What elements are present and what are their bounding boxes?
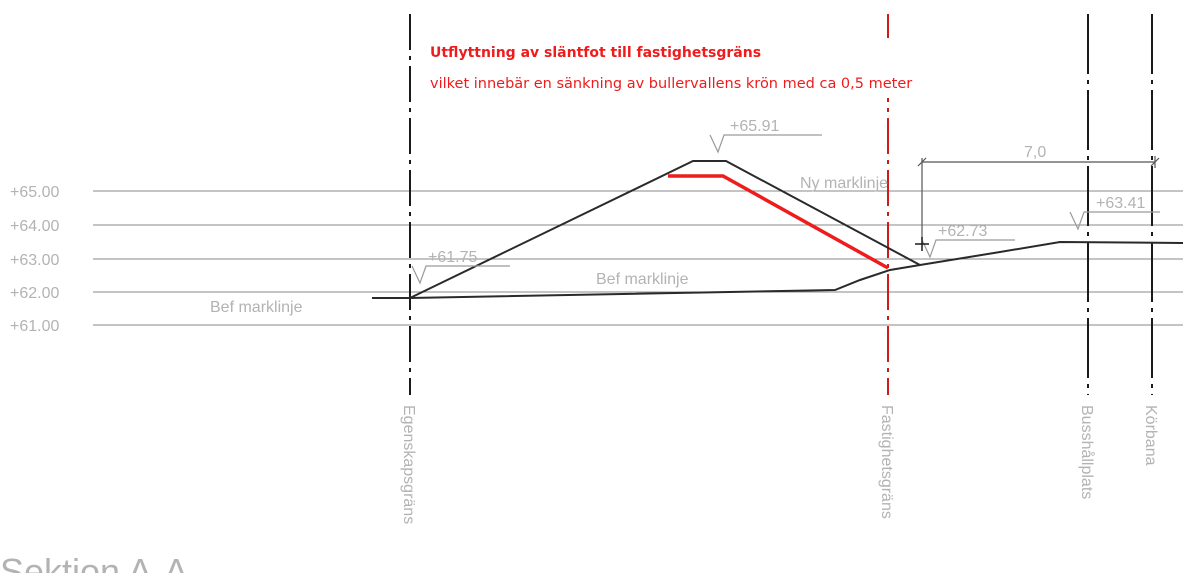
korbana-label: Körbana — [1142, 405, 1159, 466]
toe-right-marker — [921, 239, 1015, 259]
egenskapsgrans-label: Egenskapsgräns — [400, 405, 417, 524]
elevation-crest: +65.91 — [730, 118, 779, 135]
level-label-62: +62.00 — [10, 285, 59, 302]
level-lines — [93, 190, 1183, 326]
busshallplats-label: Busshållplats — [1078, 405, 1096, 499]
level-label-65: +65.00 — [10, 184, 59, 201]
dimension-label: 7,0 — [1024, 144, 1046, 161]
crest-marker — [709, 134, 822, 154]
section-title: Sektion A-A — [0, 551, 188, 573]
dimension-line — [917, 156, 1160, 240]
level-label-64: +64.00 — [10, 218, 59, 235]
elevation-right: +63.41 — [1096, 195, 1145, 212]
elevation-toe-right: +62.73 — [938, 223, 987, 240]
existing-ground-label-left: Bef marklinje — [210, 299, 303, 316]
level-label-63: +63.00 — [10, 252, 59, 269]
fastighetsgrans-label: Fastighetsgräns — [878, 405, 895, 519]
annotation-backdrop — [412, 38, 1052, 98]
level-labels: +65.00 +64.00 +63.00 +62.00 +61.00 — [10, 184, 59, 335]
level-label-61: +61.00 — [10, 318, 59, 335]
annotation-title: Utflyttning av släntfot till fastighetsg… — [430, 45, 761, 61]
crosshair-icon — [915, 237, 929, 251]
right-marker — [1069, 211, 1160, 231]
new-ground-label: Ny marklinje — [800, 175, 888, 192]
annotation-description: vilket innebär en sänkning av bullervall… — [430, 76, 912, 92]
embankment-profile — [409, 160, 921, 299]
existing-ground-line — [372, 240, 1183, 299]
existing-ground-label-mid: Bef marklinje — [596, 271, 689, 288]
new-embankment-profile — [668, 174, 889, 270]
elevation-toe-left: +61.75 — [428, 249, 477, 266]
elevation-markers — [411, 134, 1160, 285]
toe-left-marker — [411, 265, 510, 285]
